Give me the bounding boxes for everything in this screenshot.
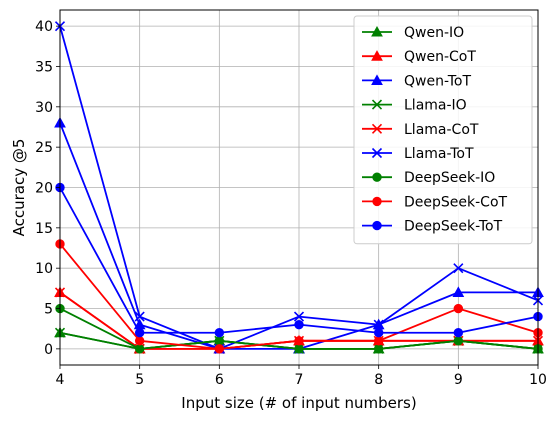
y-tick-label: 5 bbox=[44, 302, 53, 318]
data-point-deepseek-cot bbox=[453, 303, 464, 314]
x-tick-label: 6 bbox=[215, 372, 224, 388]
x-tick-label: 9 bbox=[454, 372, 463, 388]
legend-marker-llama-tot bbox=[371, 147, 383, 159]
legend-label-qwen-tot: Qwen-ToT bbox=[404, 73, 471, 89]
data-point-qwen-tot bbox=[452, 286, 465, 297]
legend-entry-qwen-io: Qwen-IO bbox=[362, 25, 464, 41]
y-axis-label: Accuracy @5 bbox=[10, 139, 28, 237]
data-point-deepseek-tot bbox=[373, 328, 384, 338]
y-tick-label: 25 bbox=[35, 140, 53, 156]
data-point-llama-tot bbox=[373, 319, 384, 330]
data-point-deepseek-tot bbox=[453, 328, 464, 338]
legend: Qwen-IO Qwen-CoT Qwen-ToT Llama-IO Llama-CoT… bbox=[353, 15, 533, 245]
legend-entry-qwen-tot: Qwen-ToT bbox=[362, 73, 471, 89]
data-point-llama-tot bbox=[134, 311, 145, 322]
data-point-llama-tot bbox=[453, 263, 464, 274]
series-deepseek-io bbox=[55, 303, 543, 354]
x-axis-label: Input size (# of input numbers) bbox=[181, 394, 416, 412]
y-tick-label: 10 bbox=[35, 261, 53, 277]
data-point-deepseek-cot bbox=[294, 336, 304, 346]
x-tick-label: 10 bbox=[529, 372, 547, 388]
data-point-deepseek-io bbox=[134, 344, 145, 354]
legend-label-llama-cot: Llama-CoT bbox=[404, 122, 479, 138]
legend-entry-deepseek-io: DeepSeek-IO bbox=[362, 170, 495, 186]
legend-entry-llama-io: Llama-IO bbox=[362, 98, 467, 114]
y-tick-label: 35 bbox=[35, 59, 53, 75]
data-point-deepseek-io bbox=[294, 344, 304, 354]
y-tick-label: 20 bbox=[35, 181, 53, 197]
legend-marker-deepseek-cot bbox=[372, 196, 382, 207]
x-tick-label: 4 bbox=[56, 372, 65, 388]
data-point-deepseek-io bbox=[214, 336, 225, 346]
y-tick-label: 15 bbox=[35, 221, 53, 237]
legend-marker-qwen-tot bbox=[371, 74, 383, 85]
y-tick-label: 0 bbox=[44, 342, 53, 358]
data-point-deepseek-cot bbox=[373, 336, 384, 346]
legend-entry-deepseek-cot: DeepSeek-CoT bbox=[362, 194, 508, 210]
data-point-llama-tot bbox=[293, 311, 305, 322]
y-tick-label: 40 bbox=[35, 19, 53, 35]
legend-label-deepseek-io: DeepSeek-IO bbox=[404, 170, 495, 186]
legend-label-llama-io: Llama-IO bbox=[404, 98, 467, 114]
legend-label-qwen-io: Qwen-IO bbox=[404, 25, 464, 41]
legend-marker-deepseek-io bbox=[372, 172, 382, 182]
x-tick-label: 7 bbox=[295, 372, 304, 388]
x-axis-ticks: 4 5 6 7 8 9 10 bbox=[56, 365, 547, 388]
data-point-deepseek-cot bbox=[134, 336, 145, 346]
data-point-deepseek-io bbox=[453, 336, 464, 346]
legend-entry-llama-tot: Llama-ToT bbox=[362, 146, 474, 162]
legend-entry-deepseek-tot: DeepSeek-ToT bbox=[362, 219, 503, 235]
series-deepseek-cot bbox=[55, 239, 543, 354]
legend-marker-qwen-cot bbox=[371, 50, 383, 61]
legend-label-qwen-cot: Qwen-CoT bbox=[404, 49, 476, 65]
legend-label-llama-tot: Llama-ToT bbox=[404, 146, 474, 162]
x-tick-label: 5 bbox=[135, 372, 144, 388]
legend-box bbox=[353, 15, 533, 245]
legend-marker-qwen-io bbox=[371, 25, 383, 37]
data-point-deepseek-tot bbox=[214, 328, 225, 338]
data-point-deepseek-tot bbox=[134, 328, 145, 338]
series-lines bbox=[54, 21, 544, 354]
legend-label-deepseek-tot: DeepSeek-ToT bbox=[404, 219, 503, 235]
legend-marker-llama-io bbox=[371, 99, 383, 110]
x-tick-label: 8 bbox=[374, 372, 383, 388]
data-point-deepseek-io bbox=[373, 344, 384, 354]
data-point-deepseek-cot bbox=[214, 344, 225, 354]
legend-label-deepseek-cot: DeepSeek-CoT bbox=[404, 194, 508, 210]
y-axis-ticks: 0 5 10 15 20 25 30 35 40 bbox=[35, 19, 60, 358]
legend-marker-llama-cot bbox=[371, 123, 383, 134]
legend-entry-qwen-cot: Qwen-CoT bbox=[362, 49, 476, 65]
legend-marker-deepseek-tot bbox=[372, 220, 382, 231]
legend-entry-llama-cot: Llama-CoT bbox=[362, 122, 479, 138]
y-tick-label: 30 bbox=[35, 100, 53, 116]
data-point-deepseek-tot bbox=[294, 319, 304, 330]
